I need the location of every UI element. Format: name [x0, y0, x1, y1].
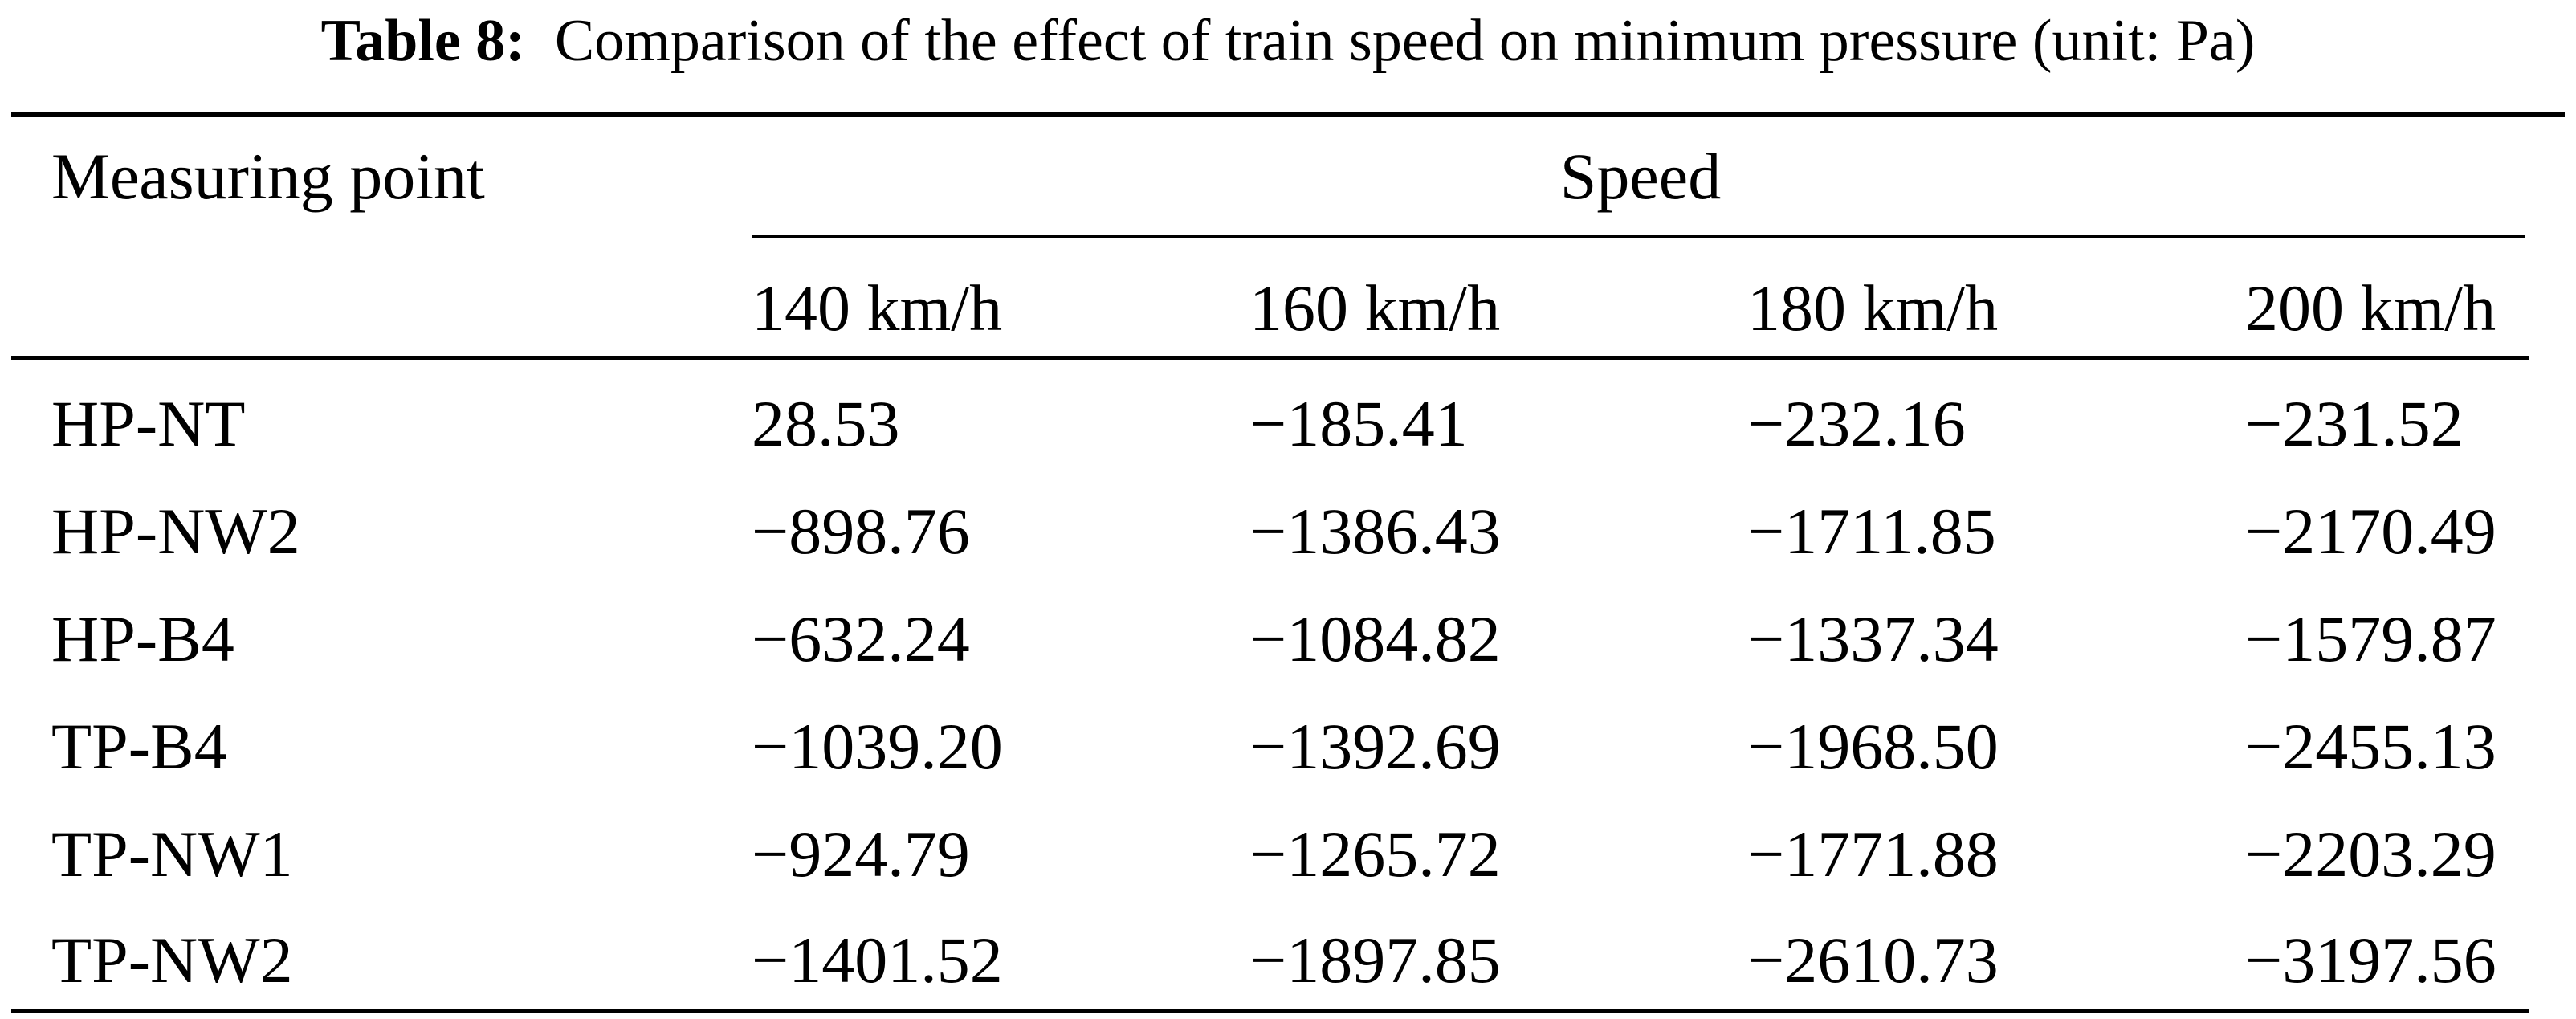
table-cell: −232.16 — [1747, 387, 1966, 460]
table-cell: −632.24 — [752, 602, 970, 675]
header-speed: Speed — [1559, 140, 1722, 213]
table-cell: −231.52 — [2245, 387, 2464, 460]
row-label: TP-NW1 — [51, 817, 293, 891]
table-top-rule — [11, 112, 2565, 117]
header-speed-140: 140 km/h — [752, 271, 1003, 344]
header-speed-160: 160 km/h — [1249, 271, 1501, 344]
table-cell: −185.41 — [1249, 387, 1468, 460]
table-cell: −1392.69 — [1249, 710, 1501, 783]
speed-group-rule — [752, 235, 2525, 238]
table-cell: −1579.87 — [2245, 602, 2497, 675]
table-header-rule — [11, 356, 2529, 360]
table-cell: −1401.52 — [752, 923, 1003, 997]
row-label: TP-B4 — [51, 710, 227, 783]
table-cell: −1265.72 — [1249, 817, 1501, 891]
table-cell: −1337.34 — [1747, 602, 1999, 675]
table-cell: −2203.29 — [2245, 817, 2497, 891]
table-cell: −2170.49 — [2245, 495, 2497, 568]
table-cell: −1968.50 — [1747, 710, 1999, 783]
table-caption-text: Comparison of the effect of train speed … — [554, 8, 2256, 74]
table-caption-label: Table 8: — [320, 8, 525, 74]
table-cell: −1386.43 — [1249, 495, 1501, 568]
table-cell: −924.79 — [752, 817, 970, 891]
row-label: HP-NT — [51, 387, 246, 460]
table-cell: −898.76 — [752, 495, 970, 568]
table-cell: 28.53 — [752, 387, 900, 460]
table-cell: −3197.56 — [2245, 923, 2497, 997]
row-label: HP-NW2 — [51, 495, 300, 568]
table-bottom-rule — [11, 1009, 2529, 1013]
table-cell: −1039.20 — [752, 710, 1003, 783]
table-cell: −1897.85 — [1249, 923, 1501, 997]
table-caption: Table 8: Comparison of the effect of tra… — [0, 5, 2576, 77]
row-label: HP-B4 — [51, 602, 234, 675]
header-speed-200: 200 km/h — [2245, 271, 2497, 344]
row-label: TP-NW2 — [51, 923, 293, 997]
header-speed-180: 180 km/h — [1747, 271, 1999, 344]
table-cell: −2455.13 — [2245, 710, 2497, 783]
header-measuring-point: Measuring point — [51, 140, 485, 213]
table-cell: −1084.82 — [1249, 602, 1501, 675]
table-cell: −1711.85 — [1747, 495, 1996, 568]
table-cell: −1771.88 — [1747, 817, 1999, 891]
table-cell: −2610.73 — [1747, 923, 1999, 997]
